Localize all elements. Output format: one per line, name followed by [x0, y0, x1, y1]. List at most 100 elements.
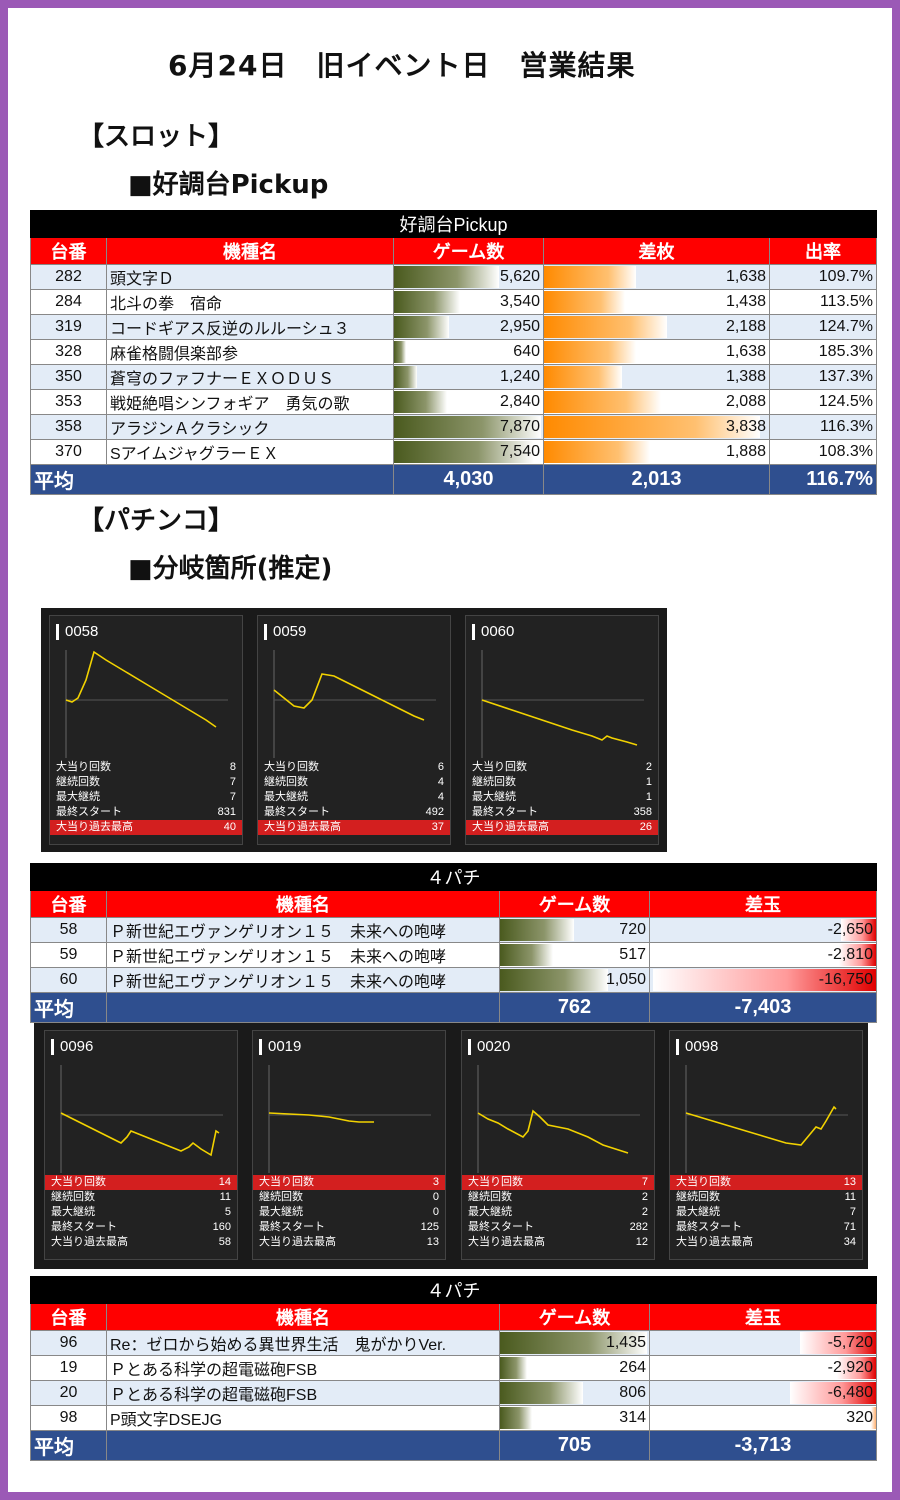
- stat-row: 最大継続 0: [253, 1205, 445, 1220]
- diff-cell: 1,638: [543, 339, 770, 365]
- value-text: 320: [846, 1409, 873, 1426]
- stat-row: 大当り回数 13: [670, 1175, 862, 1190]
- machine-id: 0019: [259, 1039, 301, 1055]
- payout-rate: 113.5%: [768, 289, 878, 315]
- slump-graph-card[interactable]: 0060 大当り回数 2 継続回数 1 最大継続 1 最終スタート 358 大当り過去最高 26: [465, 615, 659, 845]
- value-text: 1,435: [605, 1334, 646, 1351]
- table-caption: ４パチ: [30, 863, 877, 891]
- average-row: 平均 705 -3,713: [30, 1430, 877, 1461]
- machine-number: 60: [30, 967, 107, 993]
- slump-graph: [273, 650, 436, 758]
- stat-value: 40: [223, 821, 236, 833]
- slot-subheading: ■好調台Pickup: [128, 170, 329, 200]
- stat-row: 最終スタート 160: [45, 1220, 237, 1235]
- games-cell: 720: [499, 917, 650, 943]
- value-text: 264: [619, 1359, 646, 1376]
- stat-label: 最終スタート: [468, 1221, 534, 1233]
- stat-row: 大当り過去最高 37: [258, 820, 450, 835]
- stat-label: 継続回数: [468, 1191, 512, 1203]
- value-bar: [394, 441, 535, 463]
- slump-graph-card[interactable]: 0098 大当り回数 13 継続回数 11 最大継続 7 最終スタート 71 大当り過去最高 34: [669, 1030, 863, 1260]
- machine-id: 0096: [51, 1039, 93, 1055]
- stat-value: 6: [437, 761, 444, 773]
- slump-graph-card[interactable]: 0020 大当り回数 7 継続回数 2 最大継続 2 最終スタート 282 大当り過去最高 12: [461, 1030, 655, 1260]
- payout-rate: 109.7%: [768, 264, 878, 290]
- value-bar: [500, 919, 574, 941]
- slump-graph-card[interactable]: 0019 大当り回数 3 継続回数 0 最大継続 0 最終スタート 125 大当り過去最高 13: [252, 1030, 446, 1260]
- stat-value: 4: [437, 791, 444, 803]
- stat-row: 継続回数 11: [670, 1190, 862, 1205]
- machine-name: 戦姫絶唱シンフォギア 勇気の歌: [106, 389, 394, 415]
- average-row: 平均 762 -7,403: [30, 992, 877, 1023]
- games-cell: 314: [499, 1405, 650, 1431]
- value-text: -6,480: [827, 1384, 873, 1401]
- stat-value: 26: [639, 821, 652, 833]
- slot-heading: 【スロット】: [78, 122, 235, 152]
- stat-value: 71: [843, 1221, 856, 1233]
- machine-id: 0060: [472, 624, 514, 640]
- value-bar: [500, 1407, 533, 1429]
- value-text: 806: [619, 1384, 646, 1401]
- machine-number: 284: [30, 289, 107, 315]
- value-bar: [394, 291, 460, 313]
- diff-cell: 1,888: [543, 439, 770, 465]
- table-caption: 好調台Pickup: [29, 210, 878, 238]
- table-row: 58 Ｐ新世紀エヴァンゲリオン１５ 未来への咆哮 720 -2,650: [30, 917, 877, 943]
- value-bar: [500, 944, 554, 966]
- value-bar: [544, 291, 625, 313]
- value-bar: [544, 391, 662, 413]
- machine-number: 98: [30, 1405, 107, 1431]
- stat-label: 最大継続: [56, 791, 100, 803]
- stat-row: 最終スタート 282: [462, 1220, 654, 1235]
- machine-number: 370: [30, 439, 107, 465]
- table-row: 20 Ｐとある科学の超電磁砲FSB 806 -6,480: [30, 1380, 877, 1406]
- machine-id: 0020: [468, 1039, 510, 1055]
- column-header: 台番: [30, 890, 107, 918]
- table-row: 284 北斗の拳 宿命 3,540 1,438 113.5%: [30, 289, 878, 315]
- stat-value: 5: [224, 1206, 231, 1218]
- games-cell: 264: [499, 1355, 650, 1381]
- table-row: 328 麻雀格闘倶楽部参 640 1,638 185.3%: [30, 339, 878, 365]
- average-rate: 116.7%: [768, 464, 878, 495]
- slump-graph-card[interactable]: 0058 大当り回数 8 継続回数 7 最大継続 7 最終スタート 831 大当り過去最高 40: [49, 615, 243, 845]
- machine-name: 北斗の拳 宿命: [106, 289, 394, 315]
- value-bar: [789, 1382, 876, 1404]
- stat-row: 大当り過去最高 26: [466, 820, 658, 835]
- average-games: 762: [499, 992, 650, 1023]
- stat-label: 継続回数: [56, 776, 100, 788]
- value-bar: [394, 316, 449, 338]
- machine-number: 96: [30, 1330, 107, 1356]
- stat-row: 大当り過去最高 58: [45, 1235, 237, 1250]
- games-cell: 2,840: [393, 389, 544, 415]
- stat-row: 大当り過去最高 40: [50, 820, 242, 835]
- slump-graph: [65, 650, 228, 758]
- stat-label: 最大継続: [676, 1206, 720, 1218]
- graph-line: [60, 1112, 220, 1157]
- column-header: 差枚: [543, 237, 770, 265]
- column-header: ゲーム数: [499, 1303, 650, 1331]
- stat-value: 831: [217, 806, 236, 818]
- average-name-blank: [106, 992, 500, 1023]
- value-bar: [840, 919, 876, 941]
- diff-cell: 320: [649, 1405, 877, 1431]
- games-cell: 1,435: [499, 1330, 650, 1356]
- stat-value: 2: [641, 1191, 648, 1203]
- games-cell: 7,540: [393, 439, 544, 465]
- slump-graph-card[interactable]: 0096 大当り回数 14 継続回数 11 最大継続 5 最終スタート 160 大当り過去最高 58: [44, 1030, 238, 1260]
- stat-label: 最終スタート: [259, 1221, 325, 1233]
- stat-value: 125: [420, 1221, 439, 1233]
- machine-name: アラジンＡクラシック: [106, 414, 394, 440]
- slump-graph-card[interactable]: 0059 大当り回数 6 継続回数 4 最大継続 4 最終スタート 492 大当り過去最高 37: [257, 615, 451, 845]
- table-row: 358 アラジンＡクラシック 7,870 3,838 116.3%: [30, 414, 878, 440]
- value-text: 2,950: [499, 318, 540, 335]
- stat-row: 最終スタート 71: [670, 1220, 862, 1235]
- stat-value: 11: [219, 1191, 231, 1203]
- table-row: 350 蒼穹のファフナーＥＸＯＤＵＳ 1,240 1,388 137.3%: [30, 364, 878, 390]
- stat-label: 最終スタート: [676, 1221, 742, 1233]
- value-bar: [394, 366, 418, 388]
- stat-row: 最終スタート 831: [50, 805, 242, 820]
- stat-value: 3: [432, 1176, 439, 1188]
- stat-label: 最大継続: [472, 791, 516, 803]
- average-games: 4,030: [393, 464, 544, 495]
- pachi-subheading: ■分岐箇所(推定): [128, 554, 333, 584]
